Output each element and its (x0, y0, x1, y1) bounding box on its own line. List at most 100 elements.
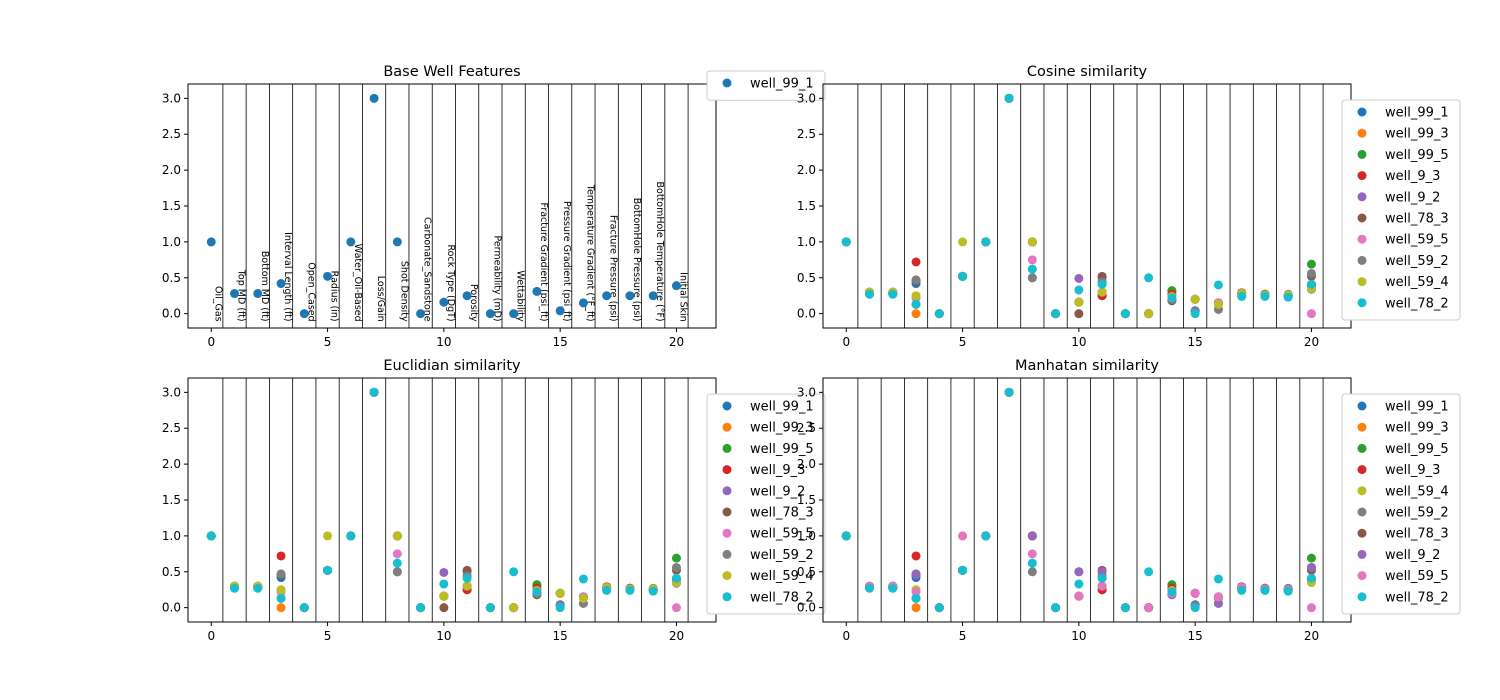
x-tick-label: 10 (1071, 629, 1086, 643)
data-point (1144, 309, 1154, 319)
axes-frame (822, 377, 1352, 623)
feature-label: Porosity (468, 284, 479, 322)
legend-marker (1357, 234, 1367, 244)
y-tick-label: 0.0 (797, 601, 816, 615)
data-point (911, 570, 921, 580)
y-tick-label: 2.5 (162, 421, 181, 435)
data-point (1306, 573, 1316, 583)
feature-label: BottomHole Pressure (psi) (631, 198, 642, 322)
data-point (1306, 268, 1316, 278)
data-point (439, 603, 449, 613)
x-tick-label: 20 (669, 335, 684, 349)
data-point (865, 583, 875, 593)
data-point (1074, 297, 1084, 307)
legend-label: well_99_1 (1385, 400, 1449, 415)
y-tick-label: 1.5 (162, 493, 181, 507)
x-tick-label: 5 (324, 335, 332, 349)
data-point (671, 553, 681, 563)
x-tick-label: 10 (436, 629, 451, 643)
data-point (462, 581, 472, 591)
legend-marker (1357, 277, 1367, 287)
data-point (1120, 603, 1130, 613)
data-point (532, 286, 542, 296)
data-point (958, 271, 968, 281)
chart-panel-1: 0 5 10 15 20 0.0 0.5 1.0 1.5 2.0 2.5 3.0 Cosine simi… (797, 64, 1461, 349)
data-point (1306, 562, 1316, 572)
data-point (578, 593, 588, 603)
data-point (1237, 585, 1247, 595)
data-point (1120, 309, 1130, 319)
data-point (1260, 291, 1270, 301)
legend-marker (1357, 107, 1367, 117)
data-point (1306, 309, 1316, 319)
legend-label: well_78_3 (750, 506, 814, 521)
x-tick-label: 0 (842, 335, 850, 349)
legend-marker (1357, 507, 1367, 517)
x-tick-label: 10 (436, 335, 451, 349)
x-tick-label: 20 (1304, 335, 1319, 349)
data-point (888, 289, 898, 299)
data-point (1027, 549, 1037, 559)
data-point (578, 574, 588, 584)
legend-label: well_78_2 (1385, 590, 1449, 605)
legend-marker (722, 592, 732, 602)
y-tick-label: 0.0 (797, 307, 816, 321)
data-point (1306, 553, 1316, 563)
data-point (1237, 291, 1247, 301)
data-point (276, 593, 286, 603)
legend-marker (1357, 298, 1367, 308)
legend-marker (1357, 171, 1367, 181)
legend-label: well_59_4 (750, 569, 814, 584)
y-tick-label: 2.0 (797, 457, 816, 471)
legend-marker (722, 571, 732, 581)
data-point (1027, 264, 1037, 274)
legend-box (1341, 99, 1461, 321)
data-point (369, 387, 379, 397)
x-tick-label: 0 (207, 335, 215, 349)
data-point (485, 603, 495, 613)
feature-label: BottomHole Temperature (°F) (654, 182, 665, 322)
data-point (1260, 585, 1270, 595)
y-tick-label: 1.5 (797, 199, 816, 213)
chart-title: Base Well Features (383, 64, 520, 80)
data-point (369, 93, 379, 103)
data-point (865, 289, 875, 299)
data-point (911, 587, 921, 597)
data-point (911, 309, 921, 319)
x-tick-label: 20 (1304, 629, 1319, 643)
data-point (532, 587, 542, 597)
data-point (934, 603, 944, 613)
x-tick-label: 5 (959, 335, 967, 349)
legend-label: well_78_3 (1385, 212, 1449, 227)
legend-marker (1357, 192, 1367, 202)
legend-marker (1357, 255, 1367, 265)
y-tick-label: 2.5 (797, 127, 816, 141)
data-point (1074, 567, 1084, 577)
data-point (1213, 592, 1223, 602)
data-point (578, 298, 588, 308)
legend-marker (722, 401, 732, 411)
data-point (1027, 531, 1037, 541)
data-point (485, 309, 495, 319)
legend-marker (1357, 486, 1367, 496)
data-point (439, 567, 449, 577)
data-point (911, 299, 921, 309)
data-point (1213, 280, 1223, 290)
data-point (462, 291, 472, 301)
data-point (323, 531, 333, 541)
legend-label: well_99_3 (1385, 421, 1449, 436)
data-point (1167, 293, 1177, 303)
legend-label: well_78_2 (750, 590, 814, 605)
data-point (1097, 567, 1107, 577)
y-tick-label: 0.0 (162, 601, 181, 615)
y-tick-label: 1.5 (162, 199, 181, 213)
data-point (299, 603, 309, 613)
data-point (416, 603, 426, 613)
data-point (509, 567, 519, 577)
data-point (1213, 598, 1223, 608)
legend-label: well_99_1 (1385, 106, 1449, 121)
data-point (911, 275, 921, 285)
axes-frame (187, 377, 717, 623)
data-point (648, 291, 658, 301)
